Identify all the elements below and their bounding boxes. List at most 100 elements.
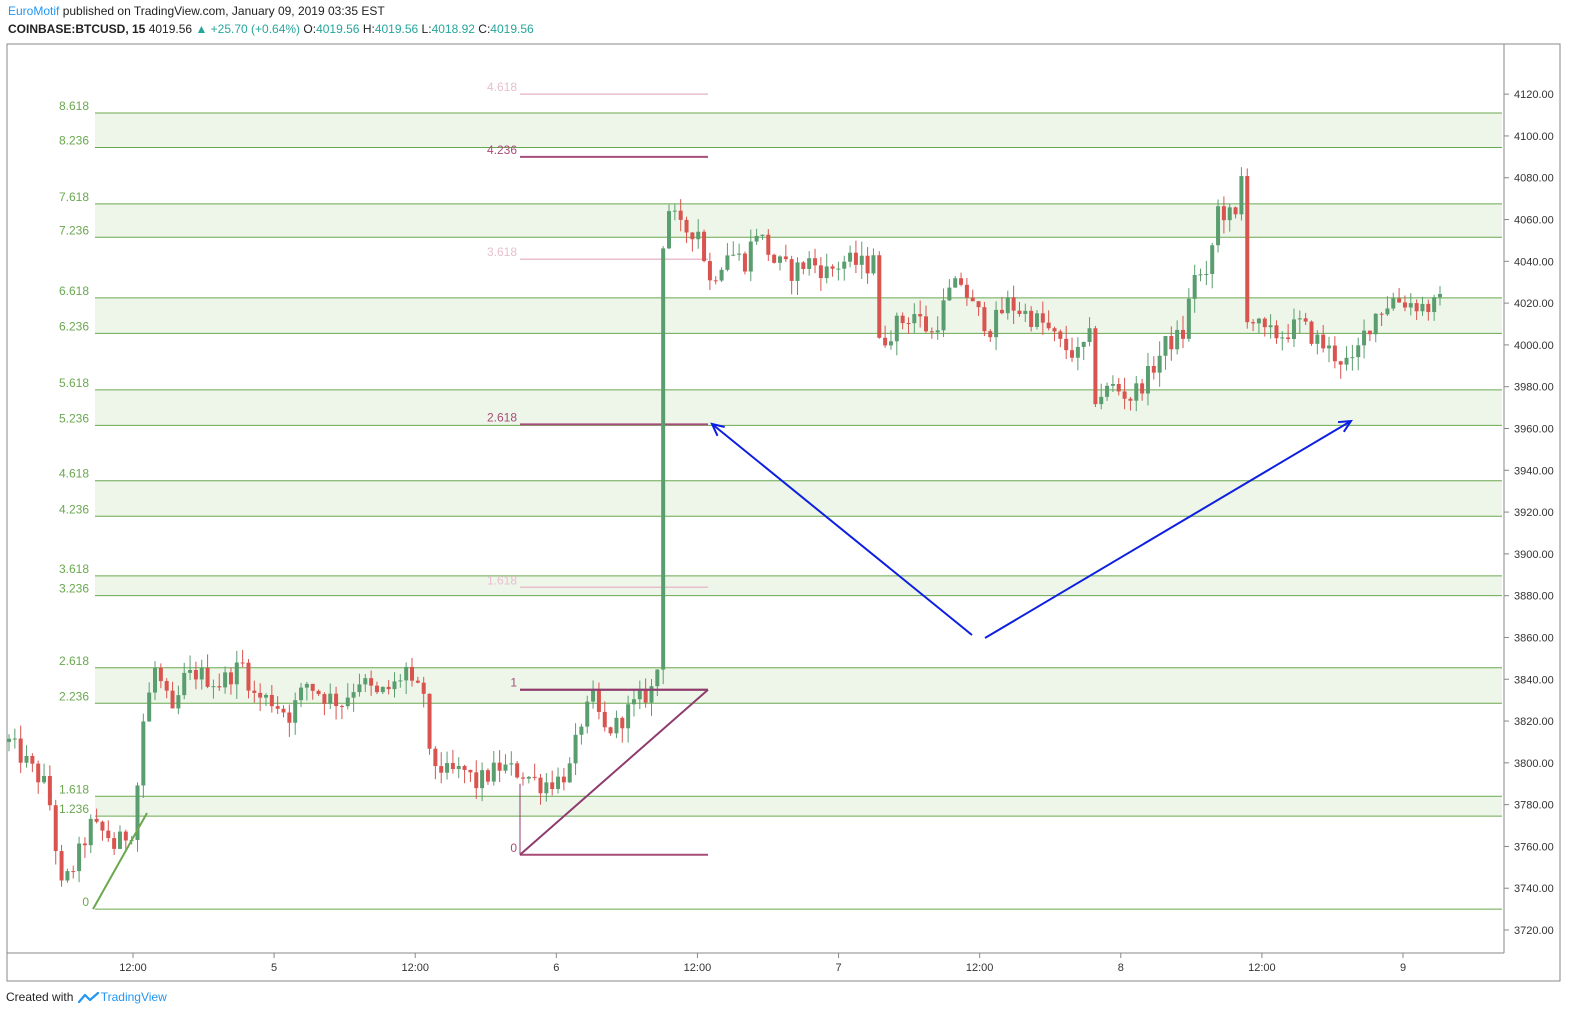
time-tick-label: 5: [271, 962, 277, 974]
candle-body: [748, 241, 753, 272]
open-value: 4019.56: [316, 22, 360, 36]
drawings[interactable]: [92, 419, 1353, 910]
candle-body: [1268, 325, 1273, 328]
high-value: 4019.56: [374, 22, 419, 36]
fib-base-trendline[interactable]: [92, 812, 148, 910]
blue-arrow-right[interactable]: [984, 420, 1352, 639]
candle-body: [1327, 345, 1332, 349]
tradingview-brand[interactable]: TradingView: [100, 990, 167, 1004]
candle-body: [661, 248, 666, 670]
candle-body: [357, 684, 362, 693]
blue-arrow-left-head: [710, 422, 725, 437]
candle-body: [1350, 357, 1355, 359]
candle-body: [1169, 336, 1174, 350]
candle-body: [164, 681, 169, 691]
candle-body: [1151, 366, 1156, 373]
candle-body: [36, 763, 41, 783]
candle-body: [474, 772, 479, 789]
triangle-lower-trendline[interactable]: [519, 688, 709, 856]
candle-body: [316, 690, 321, 695]
fib-band: [95, 389, 1502, 426]
close-label: C:: [478, 22, 491, 36]
author-link[interactable]: EuroMotif: [8, 4, 60, 18]
candle-body: [30, 755, 35, 764]
candle-body: [47, 775, 52, 806]
candle-body: [1303, 318, 1308, 322]
candle-body: [988, 331, 993, 338]
candle-body: [1239, 176, 1244, 215]
candle-body: [1227, 207, 1232, 221]
price-tick-label: 4020.00: [1514, 298, 1554, 310]
price-chart[interactable]: 0 1.236 1.618 2.236 2.618 3.236 3.618 4.236 4.61…: [0, 0, 1574, 990]
created-with-text: Created with: [6, 990, 74, 1004]
fib-level-label: 5.618: [59, 376, 89, 390]
candle-body: [853, 252, 858, 265]
time-tick-label: 12:00: [1248, 962, 1276, 974]
candle-body: [602, 711, 607, 728]
fib-mid-level-label: 4.236: [487, 143, 517, 157]
candle-body: [1017, 310, 1022, 314]
price-tick-label: 4060.00: [1514, 215, 1554, 227]
fib-extension-left[interactable]: 0 1.236 1.618 2.236 2.618 3.236 3.618 4.236 4.61…: [59, 99, 1502, 910]
candle-body: [1245, 176, 1250, 323]
candle-body: [994, 309, 999, 338]
candle-body: [1414, 303, 1419, 312]
candle-body: [842, 261, 847, 269]
candle-body: [515, 763, 520, 778]
fib-band: [95, 203, 1502, 238]
candle-body: [953, 278, 958, 288]
fib-mid-level-label: 4.618: [487, 80, 517, 94]
candle-body: [258, 692, 263, 698]
blue-arrow-left[interactable]: [711, 423, 973, 636]
candle-body: [556, 776, 561, 789]
candle-body: [813, 258, 818, 266]
candle-body: [1309, 321, 1314, 344]
candle-body: [801, 262, 806, 269]
candle-body: [678, 210, 683, 220]
candle-body: [538, 777, 543, 794]
fib-extension-mid[interactable]: 0 1 1.618 2.618 3.618 4.236 4.618: [487, 80, 708, 856]
candle-body: [293, 700, 298, 723]
price-tick-label: 4000.00: [1514, 340, 1554, 352]
candle-body: [380, 686, 385, 693]
time-tick-label: 9: [1400, 962, 1406, 974]
candle-body: [929, 331, 934, 333]
candle-body: [1286, 337, 1291, 340]
fib-level-label: 6.618: [59, 284, 89, 298]
time-tick-label: 8: [1118, 962, 1124, 974]
candle-body: [848, 252, 853, 262]
time-tick-label: 12:00: [119, 962, 147, 974]
candle-body: [789, 259, 794, 281]
candle-body: [1040, 313, 1045, 323]
candle-body: [1367, 330, 1372, 335]
candle-body: [182, 672, 187, 696]
candle-body: [964, 284, 969, 298]
candle-body: [269, 694, 274, 707]
price-axis[interactable]: 3720.00 3740.00 3760.00 3780.00 3800.00 3820.…: [1504, 89, 1554, 937]
candle-body: [404, 666, 409, 681]
fib-band: [95, 575, 1502, 596]
candle-body: [1116, 384, 1121, 392]
candle-body: [520, 777, 525, 779]
candle-body: [386, 686, 391, 690]
candle-body: [766, 234, 771, 255]
candle-body: [77, 843, 82, 872]
fib-level-label: 8.236: [59, 133, 89, 147]
time-axis[interactable]: 12:00 5 12:00 6 12:00 7 12:00 8 12:00 9: [119, 953, 1406, 974]
candle-body: [830, 266, 835, 269]
candle-body: [1087, 328, 1092, 342]
candle-body: [100, 821, 105, 831]
candle-body: [561, 776, 566, 783]
candle-body: [772, 254, 777, 263]
candle-body: [328, 693, 333, 704]
candle-body: [1256, 318, 1261, 324]
candle-body: [1373, 313, 1378, 335]
candle-body: [690, 232, 695, 240]
candle-body: [1186, 298, 1191, 339]
price-tick-label: 3760.00: [1514, 841, 1554, 853]
time-tick-label: 6: [553, 962, 559, 974]
candle-body: [112, 838, 117, 849]
candle-body: [345, 697, 350, 707]
candle-body: [158, 667, 163, 682]
price-tick-label: 4040.00: [1514, 256, 1554, 268]
